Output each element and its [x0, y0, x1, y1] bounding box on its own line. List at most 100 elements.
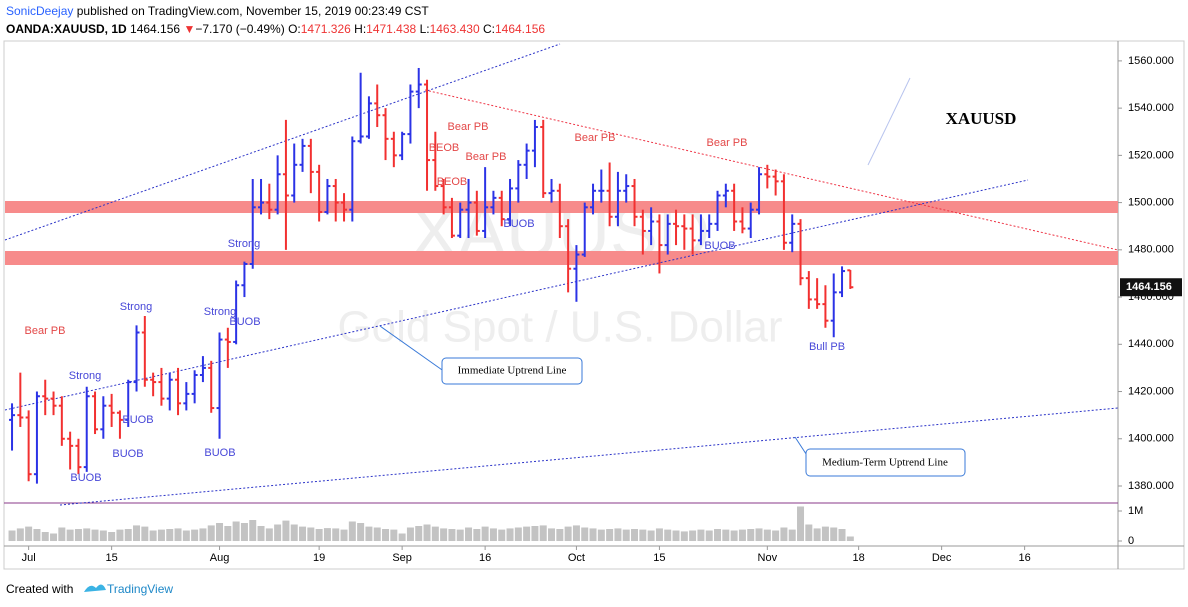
volume-bar [357, 523, 365, 542]
volume-bar [423, 524, 431, 542]
ohlc-bar [191, 370, 198, 404]
volume-tick-label: 1M [1128, 505, 1143, 517]
volume-bar [207, 525, 215, 542]
ohlc-bar [175, 367, 182, 416]
volume-bar [797, 506, 805, 542]
ohlc-bar [756, 167, 763, 215]
volume-bar [124, 529, 132, 542]
ohlc-bar [797, 219, 804, 286]
volume-bar [780, 527, 788, 542]
ohlc-bar [224, 327, 231, 368]
y-tick-label: 1540.000 [1128, 102, 1174, 114]
ohlc-bar [789, 214, 796, 253]
y-tick-label: 1520.000 [1128, 149, 1174, 161]
x-tick-label: Jul [22, 552, 36, 564]
callout-box [805, 448, 966, 477]
volume-bar [689, 530, 697, 542]
change: −7.170 (−0.49%) [195, 22, 284, 36]
ohlc-bar [374, 84, 381, 128]
ohlc-bar [50, 391, 57, 416]
x-tick-label: Aug [210, 552, 230, 564]
x-tick-label: 19 [313, 552, 325, 564]
ohlc-bar [216, 332, 223, 439]
volume-bar [332, 528, 340, 542]
annotation: BUOB [503, 218, 534, 230]
volume-bar [622, 529, 630, 542]
ohlc-bar [324, 178, 331, 215]
ohlc-bar [482, 167, 489, 239]
annotation: Strong [228, 238, 260, 250]
annotation: BUOB [112, 448, 143, 460]
volume-bar [614, 528, 622, 542]
volume-bar [556, 529, 564, 542]
c-value: 1464.156 [495, 22, 545, 36]
ohlc-bar [133, 325, 140, 392]
ohlc-bar [523, 143, 530, 179]
ohlc-bar [465, 178, 472, 239]
footer-brand: TradingView [107, 582, 173, 596]
o-label: O: [288, 22, 301, 36]
annotation: Strong [204, 306, 236, 318]
price-label: 1464.156 [1126, 281, 1172, 293]
ohlc-bar [714, 190, 721, 231]
volume-bar [8, 530, 16, 542]
ohlc-bar [473, 190, 480, 236]
author: SonicDeejay [6, 4, 73, 18]
x-tick-label: 15 [653, 552, 665, 564]
x-tick-label: 18 [853, 552, 865, 564]
l-value: 1463.430 [430, 22, 480, 36]
volume-bar [41, 532, 49, 542]
ohlc-bar [307, 138, 314, 194]
volume-bar [456, 529, 464, 542]
callout-box [441, 357, 583, 385]
callout: Medium-Term Uptrend Line [822, 457, 948, 469]
volume-bar [290, 524, 298, 542]
volume-bar [348, 521, 356, 542]
ohlc-bar [673, 209, 680, 246]
volume-bar [705, 530, 713, 542]
volume-bar [83, 528, 91, 542]
ohlc-bar [565, 219, 572, 293]
ohlc-bar [689, 214, 696, 255]
arrow: ▼ [183, 22, 195, 36]
volume-bar [108, 532, 116, 542]
annotation: BUOB [122, 414, 153, 426]
annotation: BUOB [704, 240, 735, 252]
volume-bar [838, 529, 846, 542]
ohlc-bar [448, 197, 455, 239]
x-tick-label: 15 [106, 552, 118, 564]
volume-bar [448, 529, 456, 542]
ohlc-bar [332, 178, 339, 222]
volume-bar [489, 528, 497, 542]
volume-bar [74, 529, 82, 542]
ohlc-bar [415, 67, 422, 109]
ohlc-bar [424, 79, 431, 191]
y-tick-label: 1420.000 [1128, 385, 1174, 397]
volume-bar [755, 528, 763, 542]
volume-bar [224, 526, 232, 542]
ohlc-bar [233, 280, 240, 345]
ohlc-bar [100, 396, 107, 439]
header-line: SonicDeejay published on TradingView.com… [6, 4, 429, 18]
volume-bar [606, 529, 614, 542]
annotation: BUOB [204, 447, 235, 459]
ohlc-bar [656, 214, 663, 274]
volume-bar [514, 527, 522, 542]
x-tick-label: Sep [392, 552, 412, 564]
footer-created: Created with [6, 582, 73, 596]
annotation: Bear PB [25, 325, 66, 337]
volume-bar [830, 527, 838, 542]
volume-bar [141, 526, 149, 542]
ohlc-bar [706, 214, 713, 239]
volume-bar [597, 529, 605, 542]
ohlc-bar [623, 174, 630, 203]
ohlc-bar [25, 410, 32, 482]
ohlc-bar [722, 183, 729, 208]
c-label: C: [483, 22, 495, 36]
volume-bar [340, 529, 348, 542]
volume-bar [199, 528, 207, 542]
volume-bar [531, 526, 539, 542]
ohlc-bar [490, 190, 497, 215]
volume-bar [639, 529, 647, 542]
